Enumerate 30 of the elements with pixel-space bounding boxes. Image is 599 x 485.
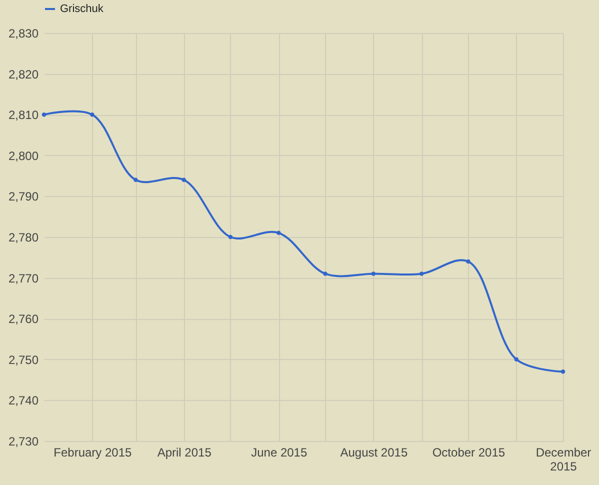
point bbox=[182, 178, 186, 182]
y-tick-label: 2,740 bbox=[8, 394, 39, 408]
x-tick-label: June 2015 bbox=[251, 446, 308, 460]
point bbox=[276, 230, 281, 236]
legend-label: Grischuk bbox=[60, 3, 104, 15]
x-tick-label: August 2015 bbox=[340, 446, 408, 460]
y-tick-label: 2,780 bbox=[8, 230, 39, 244]
y-tick-label: 2,770 bbox=[8, 271, 39, 286]
y-tick-label: 2,810 bbox=[8, 108, 39, 122]
x-tick-label: April 2015 bbox=[157, 446, 212, 460]
y-tick-label: 2,730 bbox=[8, 434, 39, 448]
point bbox=[90, 112, 94, 117]
point bbox=[323, 272, 328, 276]
point bbox=[42, 112, 46, 117]
point bbox=[134, 178, 138, 182]
y-tick-label: 2,760 bbox=[8, 312, 39, 326]
x-tick-label: February 2015 bbox=[54, 446, 132, 460]
point bbox=[419, 272, 424, 276]
point bbox=[466, 259, 470, 264]
y-tick-label: 2,830 bbox=[8, 26, 39, 40]
x-tick-label: October 2015 bbox=[432, 446, 506, 460]
point bbox=[514, 357, 519, 362]
point bbox=[560, 370, 566, 374]
point bbox=[228, 234, 233, 240]
y-tick-label: 2,750 bbox=[8, 352, 39, 367]
y-tick-label: 2,800 bbox=[8, 148, 39, 163]
x-tick-label: December 2015 bbox=[536, 446, 592, 474]
point bbox=[371, 272, 376, 276]
y-tick-label: 2,790 bbox=[8, 190, 39, 204]
y-tick-label: 2,820 bbox=[8, 67, 39, 82]
